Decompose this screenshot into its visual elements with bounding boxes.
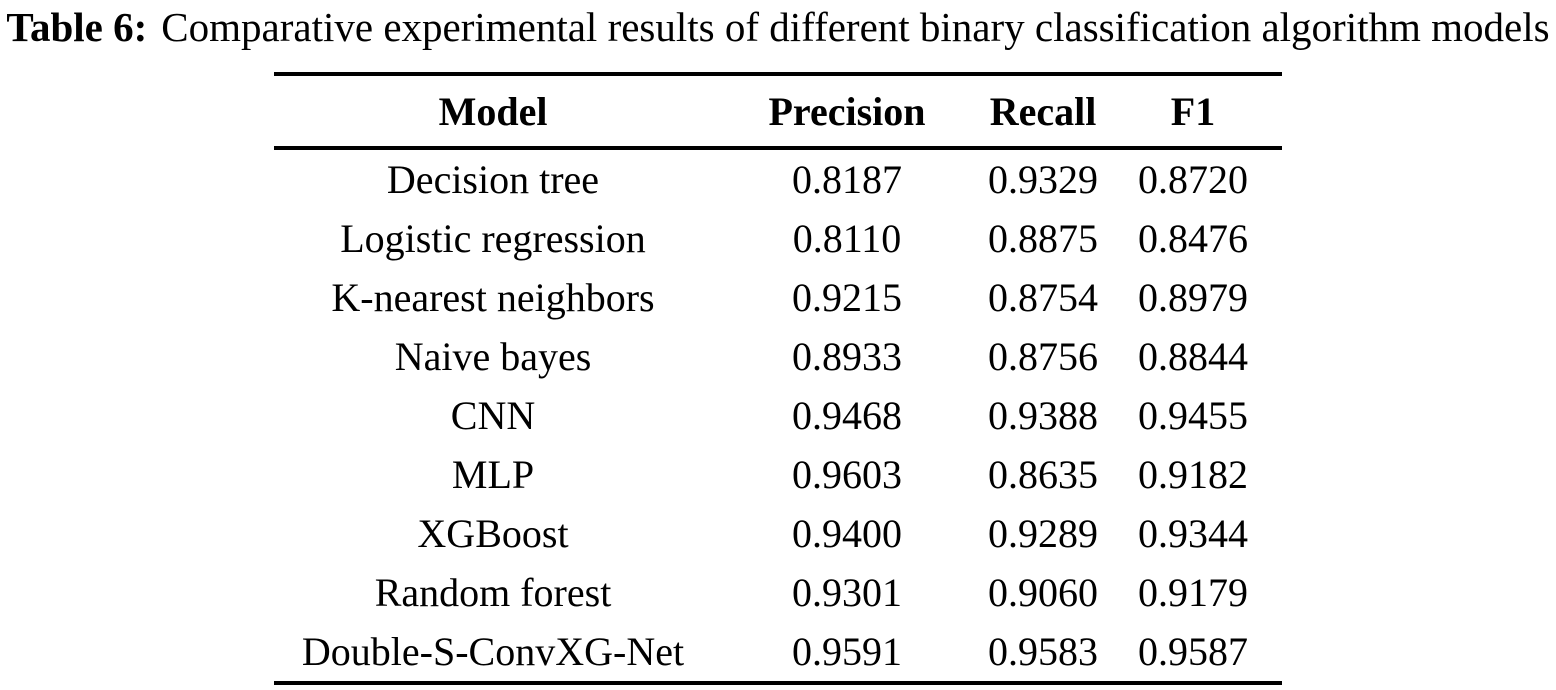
cell-model: Decision tree <box>386 157 600 202</box>
cell-precision: 0.9603 <box>792 452 902 497</box>
cell-recall: 0.9583 <box>988 629 1098 674</box>
cell-precision: 0.9400 <box>792 511 902 556</box>
table-caption: Table 6: Comparative experimental results… <box>0 2 1556 52</box>
column-header-precision: Precision <box>712 74 982 150</box>
cell-f1: 0.9179 <box>1138 570 1248 615</box>
table-caption-label: Table 6: <box>6 4 148 50</box>
table-row: Logistic regression 0.8110 0.8875 0.8476 <box>274 209 1282 268</box>
header-row: Model Precision Recall F1 <box>274 74 1282 150</box>
cell-precision: 0.8110 <box>792 216 902 261</box>
table-row: CNN 0.9468 0.9388 0.9455 <box>274 386 1282 445</box>
cell-f1: 0.9455 <box>1138 393 1248 438</box>
cell-model: MLP <box>451 452 535 497</box>
cell-model: Random forest <box>374 570 612 615</box>
cell-precision: 0.9215 <box>792 275 902 320</box>
cell-precision: 0.9468 <box>792 393 902 438</box>
cell-precision: 0.9301 <box>792 570 902 615</box>
table-row: Random forest 0.9301 0.9060 0.9179 <box>274 563 1282 622</box>
cell-model: XGBoost <box>417 511 569 556</box>
cell-recall: 0.9388 <box>988 393 1098 438</box>
cell-recall: 0.8754 <box>988 275 1098 320</box>
cell-f1: 0.9587 <box>1138 629 1248 674</box>
cell-f1: 0.8844 <box>1138 334 1248 379</box>
table-row: Naive bayes 0.8933 0.8756 0.8844 <box>274 327 1282 386</box>
cell-recall: 0.8635 <box>988 452 1098 497</box>
cell-recall: 0.9289 <box>988 511 1098 556</box>
cell-model: Double-S-ConvXG-Net <box>301 629 685 674</box>
column-header-f1: F1 <box>1104 74 1282 150</box>
table-row: MLP 0.9603 0.8635 0.9182 <box>274 445 1282 504</box>
table-row: Double-S-ConvXG-Net 0.9591 0.9583 0.9587 <box>274 622 1282 683</box>
cell-model: Naive bayes <box>394 334 592 379</box>
cell-precision: 0.8933 <box>792 334 902 379</box>
cell-precision: 0.8187 <box>792 157 902 202</box>
table-row: Decision tree 0.8187 0.9329 0.8720 <box>274 148 1282 209</box>
column-header-model: Model <box>274 74 712 150</box>
cell-f1: 0.9344 <box>1138 511 1248 556</box>
cell-f1: 0.9182 <box>1138 452 1248 497</box>
cell-model: K-nearest neighbors <box>331 275 655 320</box>
cell-precision: 0.9591 <box>792 629 902 674</box>
cell-f1: 0.8979 <box>1138 275 1248 320</box>
results-table: Model Precision Recall F1 Decision tree … <box>274 72 1282 685</box>
cell-model: Logistic regression <box>340 216 646 261</box>
cell-recall: 0.9329 <box>988 157 1098 202</box>
cell-recall: 0.9060 <box>988 570 1098 615</box>
table-caption-text: Comparative experimental results of diff… <box>161 4 1550 50</box>
table-row: K-nearest neighbors 0.9215 0.8754 0.8979 <box>274 268 1282 327</box>
cell-recall: 0.8756 <box>988 334 1098 379</box>
table-row: XGBoost 0.9400 0.9289 0.9344 <box>274 504 1282 563</box>
cell-f1: 0.8476 <box>1138 216 1248 261</box>
cell-f1: 0.8720 <box>1138 157 1248 202</box>
cell-recall: 0.8875 <box>988 216 1098 261</box>
cell-model: CNN <box>450 393 536 438</box>
column-header-recall: Recall <box>982 74 1104 150</box>
